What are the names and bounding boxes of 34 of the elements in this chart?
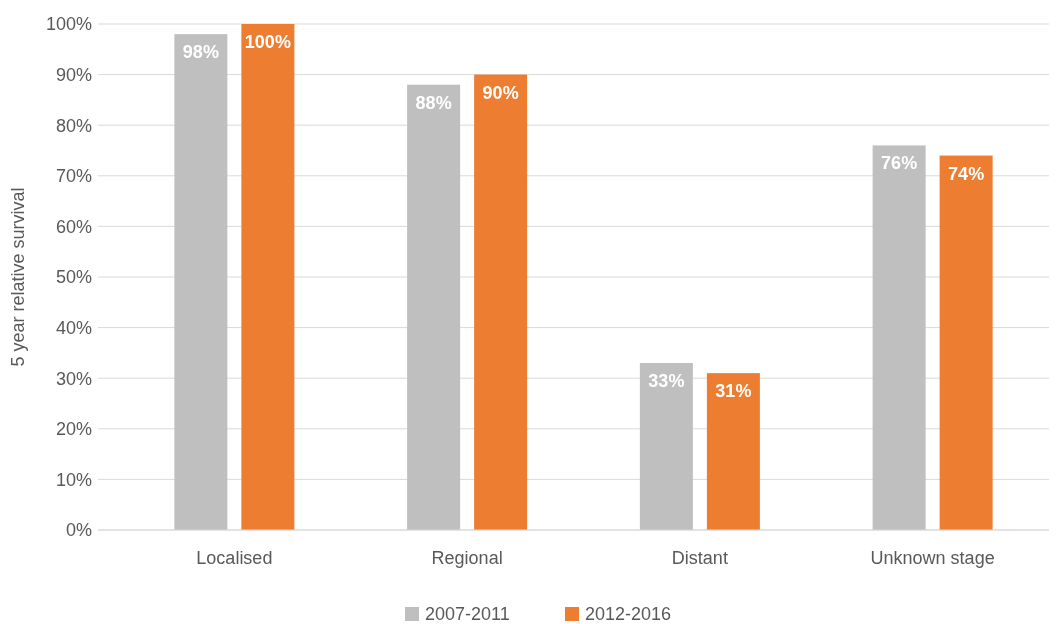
y-tick-label: 40% <box>55 317 92 338</box>
y-tick-label: 30% <box>55 368 92 389</box>
y-tick-label: 70% <box>55 166 92 187</box>
data-label: 33% <box>648 371 685 392</box>
bar <box>639 363 693 530</box>
bar <box>939 155 993 530</box>
data-label: 90% <box>482 82 519 103</box>
bar <box>241 24 295 530</box>
bar <box>872 145 926 530</box>
x-tick-label: Localised <box>196 548 273 568</box>
legend-label: 2012-2016 <box>585 604 672 624</box>
y-tick-label: 20% <box>55 419 92 440</box>
data-label: 88% <box>415 92 452 113</box>
y-tick-label: 100% <box>45 14 92 35</box>
bar <box>174 34 228 530</box>
data-label: 31% <box>715 381 752 402</box>
bar <box>474 74 528 530</box>
y-tick-label: 10% <box>55 469 92 490</box>
y-tick-label: 90% <box>55 64 92 85</box>
data-label: 98% <box>182 42 219 63</box>
y-tick-label: 60% <box>55 216 92 237</box>
x-tick-label: Unknown stage <box>870 548 995 568</box>
x-tick-label: Regional <box>431 548 503 568</box>
x-tick-label: Distant <box>671 548 728 568</box>
bar <box>706 373 760 530</box>
y-tick-label: 0% <box>65 520 92 541</box>
data-label: 100% <box>244 32 291 52</box>
y-axis-title: 5 year relative survival <box>8 187 28 367</box>
bar <box>407 84 461 530</box>
y-tick-label: 80% <box>55 115 92 136</box>
y-tick-label: 50% <box>55 267 92 288</box>
data-label: 76% <box>881 153 918 174</box>
data-label: 74% <box>948 163 985 184</box>
legend-label: 2007-2011 <box>425 604 510 624</box>
